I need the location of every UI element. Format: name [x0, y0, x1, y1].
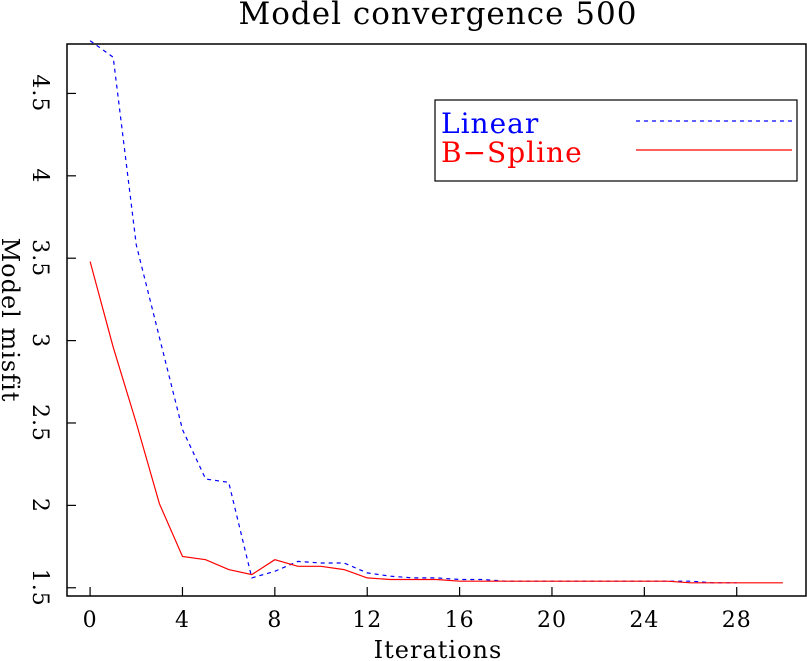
x-tick-label: 12 [352, 608, 382, 633]
x-tick-label: 16 [445, 608, 475, 633]
legend-label: Linear [441, 107, 539, 140]
x-tick-label: 24 [629, 608, 659, 633]
x-tick-label: 0 [83, 608, 98, 633]
x-tick-label: 20 [537, 608, 567, 633]
y-tick-label: 1.5 [27, 569, 52, 607]
x-axis-ticks: 0 4 8 12 16 20 24 28 [83, 587, 752, 633]
x-axis-label: Iterations [374, 636, 503, 661]
y-tick-label: 2 [27, 498, 52, 513]
plot-frame [66, 43, 807, 597]
y-tick-label: 2.5 [27, 404, 52, 442]
y-axis-ticks: 1.5 2 2.5 3 3.5 4 4.5 [27, 74, 76, 607]
series-line-bspline [89, 261, 783, 584]
series-layer [89, 40, 783, 584]
x-tick-label: 4 [175, 608, 190, 633]
legend-box [434, 99, 798, 182]
legend-label: B−Spline [441, 136, 583, 169]
chart-title: Model convergence 500 [239, 0, 638, 32]
y-tick-label: 3 [27, 333, 52, 348]
y-axis-label: Model misfit [0, 238, 24, 403]
y-tick-label: 4 [27, 168, 52, 183]
x-tick-label: 28 [722, 608, 752, 633]
y-tick-label: 3.5 [27, 239, 52, 277]
y-tick-label: 4.5 [27, 74, 52, 112]
x-tick-label: 8 [267, 608, 282, 633]
